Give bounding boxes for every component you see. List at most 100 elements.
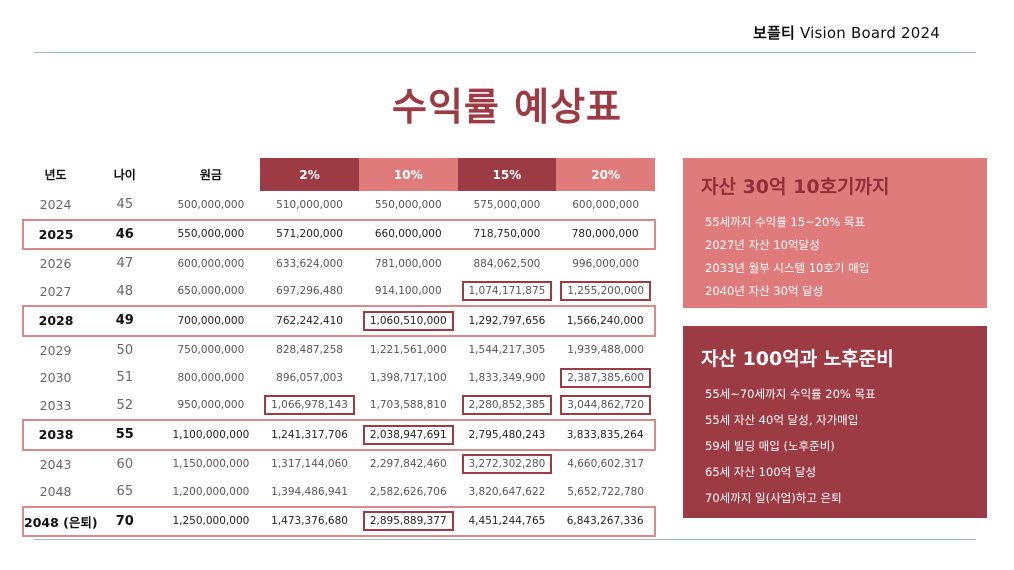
boxed-value: 3,044,862,720 [560,395,652,416]
boxed-value: 1,074,171,875 [461,281,553,302]
cell-r10: 1,221,561,000 [369,344,447,357]
boxed-value: 1,060,510,000 [362,310,454,331]
table-row-highlighted: 2038 55 1,100,000,000 1,241,317,706 2,03… [21,419,656,451]
cell-r2: 1,066,978,143 [260,392,359,421]
cell-age: 45 [116,197,134,213]
cell-age: 60 [116,456,134,472]
cell-r20: 780,000,000 [556,218,656,250]
cell-r20: 1,255,200,000 [556,278,655,307]
cell-year: 2030 [39,370,72,386]
top-divider [34,52,976,53]
return-projection-table: 년도 나이 원금 2% 10% 15% 20% 2024 45 500,000,… [21,158,656,537]
cell-r15: 1,544,217,305 [468,344,546,357]
cell-r10: 2,297,842,460 [369,458,447,471]
cell-r2: 1,241,317,706 [260,419,359,451]
goal-card-30b: 자산 30억 10호기까지 55세까지 수익률 15~20% 목표 2027년 … [683,158,987,308]
cell-principal: 750,000,000 [177,344,245,357]
cell-r2: 1,473,376,680 [260,505,359,537]
cell-r2: 762,242,410 [260,305,359,337]
cell-r2: 1,317,144,060 [271,458,348,471]
cell-r2: 697,296,480 [276,285,343,298]
cell-r20: 2,387,385,600 [556,364,655,392]
cell-principal: 500,000,000 [177,198,245,211]
goal-item: 65세 자산 100억 달성 [705,465,817,479]
cell-principal: 1,250,000,000 [161,505,261,537]
cell-r15: 1,292,797,656 [457,305,557,337]
cell-age: 49 [88,305,162,337]
cell-r2: 1,394,486,941 [271,485,348,498]
goal-item: 2040년 자산 30억 달성 [705,284,824,298]
boxed-value: 2,387,385,600 [560,367,652,388]
cell-r20: 3,044,862,720 [556,392,655,421]
header-principal: 원금 [199,168,222,182]
cell-r2: 896,057,003 [276,371,343,384]
cell-principal: 950,000,000 [177,399,245,412]
cell-year: 2048 [39,484,72,500]
cell-r20: 1,566,240,000 [556,305,656,337]
cell-year: 2027 [39,283,72,299]
cell-r10: 2,895,889,377 [358,505,458,537]
cell-year: 2043 [39,456,72,472]
table-row: 2030 51 800,000,000 896,057,003 1,398,71… [23,364,655,392]
cell-age: 55 [88,419,162,451]
cell-r15: 1,833,349,900 [468,371,546,384]
cell-r20: 996,000,000 [572,257,640,270]
cell-age: 51 [116,370,134,386]
table-header-row: 년도 나이 원금 2% 10% 15% 20% [23,158,655,191]
boxed-value: 2,038,947,691 [362,424,454,445]
goal-card-100b: 자산 100억과 노후준비 55세~70세까지 수익률 20% 목표 55세 자… [683,326,987,518]
cell-r15: 575,000,000 [473,198,541,211]
cell-r15: 3,272,302,280 [458,450,557,479]
goal-item: 55세까지 수익률 15~20% 목표 [705,215,866,229]
cell-age: 48 [116,283,134,299]
cell-r20: 1,939,488,000 [567,344,645,357]
goal-list: 55세~70세까지 수익률 20% 목표 55세 자산 40억 달성, 자가매입… [705,386,876,516]
brand-suffix: Vision Board 2024 [800,24,940,42]
goal-card-title: 자산 30억 10호기까지 [701,176,890,198]
boxed-value: 2,280,852,385 [461,395,553,416]
header-age: 나이 [113,168,136,182]
cell-r20: 4,660,602,317 [567,458,645,471]
cell-principal: 1,150,000,000 [172,458,250,471]
cell-r10: 914,100,000 [374,285,442,298]
goal-item: 59세 빌딩 매입 (노후준비) [705,439,835,453]
boxed-value: 2,895,889,377 [362,511,454,532]
goal-item: 70세까지 일(사업)하고 은퇴 [705,491,842,505]
cell-r15: 2,795,480,243 [457,419,557,451]
cell-year: 2033 [39,397,72,413]
cell-age: 47 [116,256,134,272]
table-row: 2027 48 650,000,000 697,296,480 914,100,… [23,278,655,307]
cell-age: 70 [88,505,162,537]
header-rate-2: 2% [260,158,359,191]
cell-age: 50 [116,342,134,358]
cell-r10: 1,060,510,000 [358,305,458,337]
cell-r10: 2,582,626,706 [369,485,447,498]
goal-card-title: 자산 100억과 노후준비 [701,348,894,370]
cell-year: 2029 [39,342,72,358]
cell-r10: 781,000,000 [374,257,442,270]
cell-r20: 3,833,835,264 [556,419,656,451]
goal-list: 55세까지 수익률 15~20% 목표 2027년 자산 10억달성 2033년… [705,214,869,306]
brand-name: 보플티 [753,24,796,42]
table-row: 2029 50 750,000,000 828,487,258 1,221,56… [23,336,655,365]
cell-principal: 700,000,000 [161,305,261,337]
header-rate-20: 20% [556,158,655,191]
cell-year: 2026 [39,256,72,272]
table-row: 2026 47 600,000,000 633,624,000 781,000,… [23,249,655,278]
cell-r2: 828,487,258 [276,344,343,357]
cell-principal: 550,000,000 [161,218,261,250]
cell-r2: 633,624,000 [276,257,343,270]
goal-item: 55세 자산 40억 달성, 자가매입 [705,413,859,427]
cell-r2: 571,200,000 [260,218,359,250]
cell-r15: 1,074,171,875 [458,278,557,307]
boxed-value: 1,066,978,143 [264,395,355,416]
cell-r10: 660,000,000 [358,218,458,250]
cell-year: 2025 [21,218,89,250]
cell-age: 52 [116,397,134,413]
table-row-highlighted: 2025 46 550,000,000 571,200,000 660,000,… [21,218,656,250]
boxed-value: 1,255,200,000 [560,281,652,302]
table-row-highlighted: 2028 49 700,000,000 762,242,410 1,060,51… [21,305,656,337]
goal-item: 2033년 월부 시스템 10호기 매입 [705,261,870,275]
cell-r20: 600,000,000 [572,198,640,211]
cell-r10: 550,000,000 [374,198,442,211]
